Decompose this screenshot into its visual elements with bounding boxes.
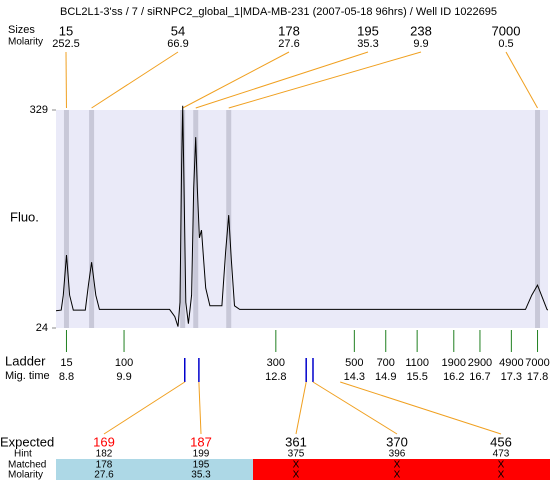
- y-tick-label: 24: [36, 322, 48, 334]
- title: BCL2L1-3'ss / 7 / siRNPC2_global_1|MDA-M…: [60, 6, 497, 18]
- expected-connector: [104, 382, 185, 434]
- peak-molarity: 9.9: [413, 38, 428, 50]
- peak-molarity-header: Molarity: [8, 37, 43, 48]
- peak-size-header: Sizes: [8, 24, 35, 36]
- matched-molarity: 27.6: [94, 470, 114, 480]
- ladder-size: 4900: [499, 357, 523, 369]
- peak-size: 54: [171, 23, 185, 38]
- ladder-mig-time: 14.9: [375, 371, 396, 383]
- ladder-mig-time: 14.3: [344, 371, 365, 383]
- peak-size: 15: [59, 23, 73, 38]
- ladder-size: 1900: [442, 357, 466, 369]
- peak-connector: [229, 52, 421, 108]
- ladder-mig-time: 17.8: [527, 371, 548, 383]
- expected-connector: [199, 382, 201, 434]
- peak-connector: [506, 52, 538, 108]
- mig-time-label: Mig. time: [5, 370, 50, 382]
- hint-size: 199: [193, 449, 210, 460]
- ladder-size: 1100: [405, 357, 429, 369]
- expected-label: Expected: [0, 434, 54, 449]
- expected-size: 169: [93, 434, 115, 449]
- expected-size: 456: [490, 434, 512, 449]
- hint-size: 473: [493, 449, 510, 460]
- y-axis-label: Fluo.: [10, 209, 39, 224]
- ladder-size: 700: [377, 357, 395, 369]
- peak-connector: [196, 52, 368, 108]
- hint-size: 182: [96, 449, 113, 460]
- expected-size: 361: [285, 434, 307, 449]
- expected-size: 187: [190, 434, 212, 449]
- peak-size: 7000: [492, 23, 521, 38]
- peak-connector: [183, 52, 289, 108]
- match-status: [253, 459, 348, 480]
- ladder-size: 100: [115, 357, 133, 369]
- peak-band: [535, 110, 540, 328]
- peak-size: 238: [410, 23, 432, 38]
- peak-band: [64, 110, 69, 328]
- peak-molarity: 66.9: [167, 38, 188, 50]
- expected-connector: [296, 382, 306, 434]
- ladder-mig-time: 16.2: [443, 371, 464, 383]
- peak-size: 178: [278, 23, 300, 38]
- matched-molarity: 35.3: [191, 470, 211, 480]
- y-tick-label: 329: [30, 104, 48, 116]
- ladder-size: 300: [267, 357, 285, 369]
- peak-molarity: 27.6: [278, 38, 299, 50]
- plot-area: [56, 110, 548, 328]
- ladder-mig-time: 17.3: [501, 371, 522, 383]
- ladder-size: 7000: [525, 357, 549, 369]
- hint-size: 396: [389, 449, 406, 460]
- peak-molarity: 0.5: [498, 38, 513, 50]
- ladder-mig-time: 16.7: [469, 371, 490, 383]
- hint-label: Hint: [14, 449, 32, 460]
- expected-size: 370: [386, 434, 408, 449]
- expected-connector: [313, 382, 397, 434]
- peak-band: [89, 110, 94, 328]
- matched-molarity: X: [394, 470, 401, 480]
- ladder-mig-time: 15.5: [406, 371, 427, 383]
- ladder-size: 15: [60, 357, 72, 369]
- ladder-size: 500: [345, 357, 363, 369]
- ladder-label: Ladder: [5, 353, 46, 368]
- matched-molarity: X: [293, 470, 300, 480]
- molarity-label: Molarity: [8, 470, 43, 480]
- peak-molarity: 252.5: [52, 38, 80, 50]
- ladder-mig-time: 9.9: [116, 371, 131, 383]
- peak-molarity: 35.3: [357, 38, 378, 50]
- ladder-mig-time: 8.8: [59, 371, 74, 383]
- expected-connector: [340, 382, 501, 434]
- matched-molarity: X: [498, 470, 505, 480]
- peak-size: 195: [357, 23, 379, 38]
- hint-size: 375: [288, 449, 305, 460]
- ladder-mig-time: 12.8: [265, 371, 286, 383]
- peak-connector: [92, 52, 178, 108]
- ladder-size: 2900: [468, 357, 492, 369]
